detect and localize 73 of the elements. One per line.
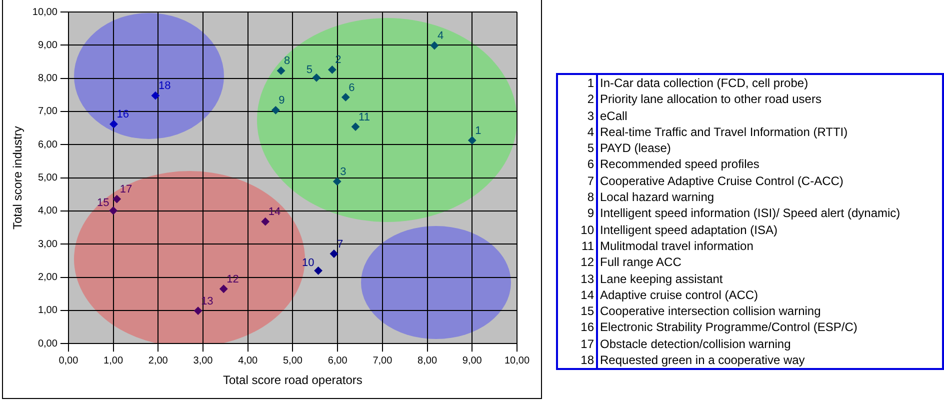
point: [194, 306, 202, 315]
point: [109, 206, 118, 215]
x-tick-label: 3,00: [193, 355, 214, 366]
text: 11 Mulitmodal travel information: [580, 238, 754, 254]
y-tick-label: 6,00: [38, 139, 58, 150]
point: [272, 106, 280, 114]
y-tick-label: 2,00: [38, 272, 58, 284]
point: [333, 177, 342, 186]
annotation: 11: [358, 111, 370, 124]
point: [330, 250, 338, 258]
text: 17 Obstacle detection/collision warning: [580, 336, 791, 352]
point: [468, 136, 476, 144]
y-tick-label: 10,00: [32, 6, 58, 18]
annotation: 9: [278, 94, 285, 107]
text: 15 Cooperative intersection collision warning: [580, 303, 821, 320]
text: 16 Electronic Strability Programme/Control (ESP/C): [580, 319, 858, 336]
text: 8 Local hazard warning: [586, 189, 714, 206]
point: [312, 74, 320, 82]
x-tick-label: 4,00: [238, 355, 258, 366]
text: 9 Intelligent speed information (ISI)/ Speed alert (dynamic): [586, 205, 900, 222]
text: 4 Real-time Traffic and Travel Information (RTTI): [586, 124, 848, 140]
y-tick-label: 7,00: [38, 106, 58, 118]
text: 5 PAYD (lease): [586, 140, 671, 156]
annotation: 17: [120, 184, 132, 196]
x-tick-label: 2,00: [148, 355, 168, 366]
y-axis-title: Total score industry: [10, 126, 25, 230]
annotation: 6: [348, 82, 355, 94]
text: 3 eCall: [586, 108, 628, 124]
annotation: 8: [284, 55, 290, 68]
annotation: 15: [97, 197, 110, 210]
x-tick-label: 9,00: [462, 355, 482, 366]
annotation: 4: [437, 30, 444, 42]
x-tick-label: 8,00: [418, 355, 438, 366]
x-tick-label: 7,00: [372, 355, 393, 366]
text: 13 Lane keeping assistant: [580, 270, 723, 287]
point: [112, 195, 121, 204]
y-tick-label: 0,00: [38, 338, 58, 350]
text: 18 Requested green in a cooperative way: [580, 352, 805, 368]
point: [314, 266, 322, 275]
annotation: 16: [116, 108, 129, 121]
point: [110, 120, 118, 128]
text: 14 Adaptive cruise control (ACC): [580, 286, 758, 304]
point: [151, 92, 160, 100]
text: 10 Intelligent speed adaptation (ISA): [580, 222, 778, 238]
point: [352, 122, 360, 131]
point: [261, 218, 270, 226]
y-tick-label: 5,00: [38, 172, 58, 184]
annotation: 18: [158, 80, 171, 92]
x-axis-title: Total score road operators: [223, 373, 362, 388]
text: 7 Cooperative Adaptive Cruise Control (C-ACC): [586, 172, 844, 190]
y-tick-label: 9,00: [38, 40, 58, 51]
y-tick-label: 3,00: [38, 238, 58, 250]
x-tick-label: 0,00: [58, 355, 79, 366]
y-tick-label: 8,00: [38, 73, 58, 84]
x-tick-label: 1,00: [104, 355, 124, 366]
annotation: 1: [475, 124, 482, 137]
text: 12 Full range ACC: [580, 254, 682, 271]
text: 2 Priority lane allocation to other road users: [586, 91, 822, 108]
y-tick-label: 4,00: [38, 206, 58, 217]
point: [342, 93, 350, 102]
point: [220, 284, 228, 293]
annotation: 10: [302, 257, 314, 270]
annotation: 5: [306, 64, 312, 76]
text: 6 Recommended speed profiles: [586, 156, 760, 173]
x-tick-label: 5,00: [282, 355, 303, 366]
point: [277, 66, 286, 75]
x-tick-label: 10,00: [504, 355, 530, 366]
x-tick-label: 6,00: [328, 355, 348, 366]
y-tick-label: 1,00: [38, 305, 58, 316]
point: [328, 66, 336, 74]
point: [430, 41, 438, 50]
text: 1 In-Car data collection (FCD, cell probe): [586, 75, 808, 92]
annotation: 3: [340, 166, 346, 178]
